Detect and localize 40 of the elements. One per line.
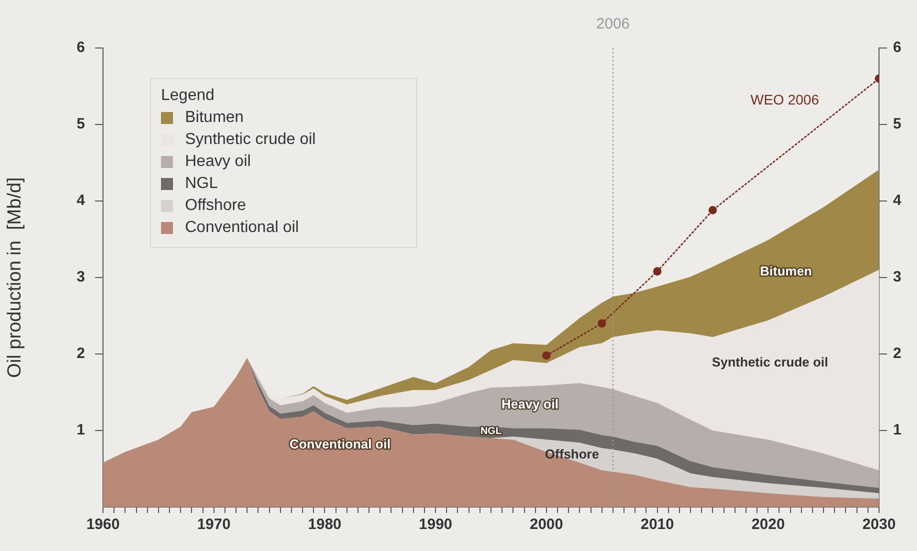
y-tick-label: 4 xyxy=(76,192,86,210)
x-tick-label: 2010 xyxy=(640,516,674,534)
x-tick-label: 1980 xyxy=(308,516,342,534)
x-tick-label: 1990 xyxy=(418,516,452,534)
point xyxy=(708,206,717,214)
legend-label: NGL xyxy=(185,175,218,193)
y2-tick-label: 3 xyxy=(893,268,902,286)
y2-tick-label: 2 xyxy=(893,345,902,362)
annotation: Synthetic crude oil xyxy=(712,354,828,370)
y2-tick-label: 1 xyxy=(893,422,902,439)
annotation: Conventional oil xyxy=(289,436,391,452)
series-label: WEO 2006 xyxy=(750,91,820,108)
y-tick-label: 1 xyxy=(76,422,85,439)
point xyxy=(653,267,662,276)
legend-label: Offshore xyxy=(185,197,246,215)
x-tick-label: 2030 xyxy=(862,516,896,534)
y-axis-title: Oil production in [Mb/d] xyxy=(4,177,26,378)
x-tick-label: 1960 xyxy=(86,516,120,534)
annotation: Offshore xyxy=(544,446,600,462)
annotation: Heavy oil xyxy=(501,396,559,412)
point xyxy=(542,351,551,360)
y-tick-label: 3 xyxy=(76,268,85,286)
legend-label: Bitumen xyxy=(185,109,244,127)
y-tick-label: 5 xyxy=(76,116,85,133)
annotation: NGL xyxy=(480,426,502,437)
ref-line-label: 2006 xyxy=(596,16,630,33)
legend-label: Conventional oil xyxy=(185,219,299,237)
y2-tick-label: 6 xyxy=(893,39,902,56)
y2-tick-label: 5 xyxy=(893,116,902,133)
y-tick-label: 2 xyxy=(76,345,85,362)
y-tick-label: 6 xyxy=(76,39,85,56)
x-tick-label: 2020 xyxy=(751,516,785,534)
legend-label: Synthetic crude oil xyxy=(185,131,316,149)
y2-tick-label: 4 xyxy=(893,192,902,210)
legend-title: Legend xyxy=(161,87,216,105)
point xyxy=(598,319,606,328)
annotation: Bitumen xyxy=(760,264,812,279)
x-tick-label: 2000 xyxy=(530,516,564,534)
x-tick-label: 1970 xyxy=(197,516,231,534)
legend-label: Heavy oil xyxy=(185,153,251,171)
